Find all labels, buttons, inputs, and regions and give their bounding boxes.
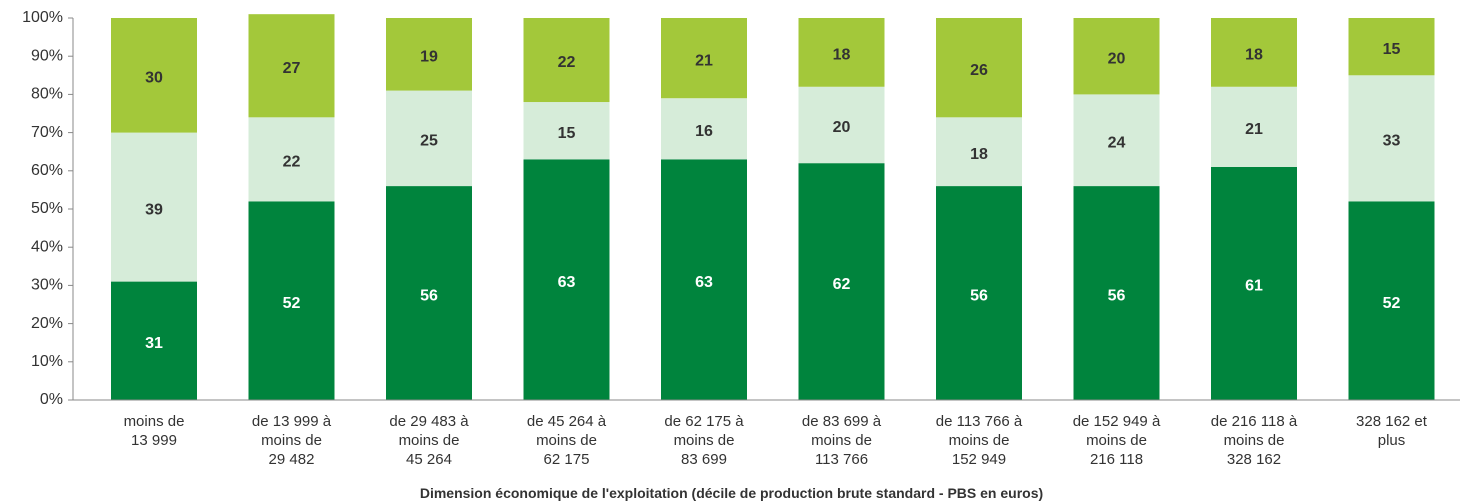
bar-segment: [1073, 186, 1160, 400]
bar-segment: [523, 159, 610, 400]
x-tick-label: de 216 118 à moins de 328 162: [1210, 413, 1298, 468]
data-label: 62: [833, 276, 851, 293]
bar-segment: [386, 186, 472, 400]
bar-segment: [1348, 75, 1435, 202]
data-label: 15: [558, 125, 576, 142]
data-label: 21: [1245, 121, 1263, 138]
data-label: 21: [695, 52, 713, 69]
data-label: 25: [420, 133, 438, 150]
data-label: 52: [283, 295, 301, 312]
data-label: 56: [420, 287, 438, 304]
data-label: 16: [695, 123, 713, 140]
data-label: 22: [283, 154, 301, 171]
bar-segment: [523, 18, 610, 103]
bar-segment: [248, 14, 335, 118]
bar-segment: [386, 18, 472, 91]
x-tick-label: de 29 483 à moins de 45 264: [389, 413, 469, 468]
x-tick-label: de 152 949 à moins de 216 118: [1072, 413, 1161, 468]
y-tick-label: 100%: [22, 9, 63, 26]
bar-segment: [1073, 18, 1160, 95]
bar-segment: [1348, 201, 1435, 400]
y-tick-label: 0%: [40, 391, 63, 408]
data-label: 15: [1383, 41, 1401, 58]
x-tick-label: de 113 766 à moins de 152 949: [935, 413, 1023, 468]
data-label: 18: [1245, 47, 1263, 64]
y-tick-label: 80%: [31, 86, 63, 103]
data-label: 26: [970, 62, 988, 79]
bar-segment: [111, 132, 197, 282]
data-label: 33: [1383, 133, 1401, 150]
bar-segment: [1211, 166, 1297, 400]
bar-segment: [936, 18, 1022, 118]
y-tick-label: 10%: [31, 353, 63, 370]
data-label: 22: [558, 54, 576, 71]
data-label: 52: [1383, 295, 1401, 312]
bar-segment: [386, 90, 472, 187]
y-tick-label: 20%: [31, 315, 63, 332]
bar-segment: [661, 159, 747, 400]
data-label: 20: [833, 119, 851, 136]
bar-segment: [1348, 18, 1435, 76]
data-label: 61: [1245, 278, 1263, 295]
y-tick-label: 60%: [31, 162, 63, 179]
x-tick-label: de 13 999 à moins de 29 482: [251, 413, 332, 468]
bar-segment: [936, 186, 1022, 400]
x-tick-label: moins de 13 999: [123, 413, 185, 449]
x-tick-label: de 45 264 à moins de 62 175: [526, 413, 607, 468]
data-label: 39: [145, 201, 163, 218]
bar-segment: [523, 102, 610, 160]
data-label: 27: [283, 60, 301, 77]
bar-segment: [1211, 86, 1297, 167]
y-tick-label: 40%: [31, 238, 63, 255]
bar-segment: [661, 98, 747, 160]
bar-segment: [1073, 94, 1160, 187]
data-label: 31: [145, 335, 163, 352]
data-label: 20: [1108, 50, 1126, 67]
bar-segment: [798, 18, 885, 87]
x-axis-title: Dimension économique de l'exploitation (…: [419, 485, 1044, 501]
y-tick-label: 50%: [31, 200, 63, 217]
data-label: 63: [695, 274, 713, 291]
bar-segment: [111, 281, 197, 400]
bar-segment: [661, 18, 747, 99]
data-label: 63: [558, 274, 576, 291]
bar-segment: [798, 86, 885, 164]
data-label: 18: [833, 47, 851, 64]
data-label: 30: [145, 70, 163, 87]
x-tick-label: 328 162 et plus: [1356, 413, 1427, 449]
bar-segment: [798, 163, 885, 400]
bar-segment: [936, 117, 1022, 187]
data-label: 19: [420, 49, 438, 66]
y-tick-label: 30%: [31, 277, 63, 294]
bar-segment: [248, 201, 335, 400]
data-label: 24: [1108, 134, 1126, 151]
bar-segment: [1211, 18, 1297, 87]
data-label: 18: [970, 146, 988, 163]
bar-segment: [111, 18, 197, 133]
data-label: 56: [1108, 287, 1126, 304]
y-tick-label: 70%: [31, 124, 63, 141]
bar-segment: [248, 117, 335, 202]
x-tick-label: de 83 699 à moins de 113 766: [801, 413, 882, 468]
x-tick-label: de 62 175 à moins de 83 699: [664, 413, 744, 468]
data-label: 56: [970, 287, 988, 304]
y-tick-label: 90%: [31, 47, 63, 64]
